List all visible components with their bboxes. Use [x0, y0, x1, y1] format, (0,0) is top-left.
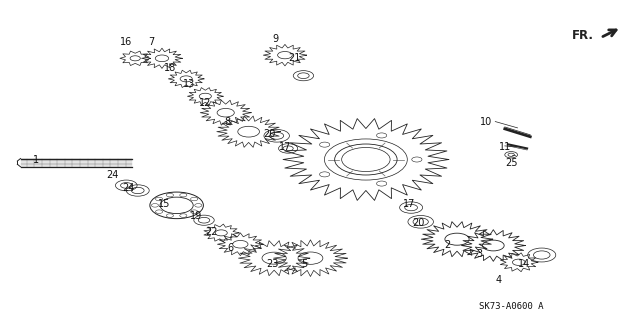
Text: 5: 5 — [301, 259, 307, 269]
Text: 6: 6 — [228, 243, 234, 253]
Text: SK73-A0600 A: SK73-A0600 A — [479, 302, 543, 311]
Text: 7: 7 — [148, 38, 154, 48]
Text: 20: 20 — [263, 129, 275, 139]
Text: 12: 12 — [199, 98, 211, 108]
Text: 16: 16 — [120, 38, 132, 48]
Text: 2: 2 — [444, 240, 451, 250]
Text: 17: 17 — [279, 142, 291, 152]
Text: 8: 8 — [225, 116, 230, 127]
Text: 21: 21 — [289, 53, 301, 63]
Text: 22: 22 — [205, 227, 218, 237]
Text: 11: 11 — [499, 142, 511, 152]
Text: 10: 10 — [479, 116, 492, 127]
Text: 25: 25 — [505, 158, 517, 168]
Text: 20: 20 — [413, 218, 425, 228]
Text: 23: 23 — [266, 259, 278, 269]
Text: 19: 19 — [189, 211, 202, 221]
Text: FR.: FR. — [572, 29, 594, 42]
Text: 24: 24 — [107, 170, 119, 180]
Text: 9: 9 — [273, 34, 278, 44]
Text: 18: 18 — [164, 63, 177, 73]
Text: 3: 3 — [476, 249, 483, 259]
Text: 15: 15 — [157, 199, 170, 209]
Text: 4: 4 — [495, 275, 502, 285]
Text: 24: 24 — [123, 183, 135, 193]
Text: 14: 14 — [518, 259, 530, 269]
Text: 1: 1 — [33, 154, 40, 165]
Text: 13: 13 — [183, 78, 195, 89]
Text: 17: 17 — [403, 199, 415, 209]
